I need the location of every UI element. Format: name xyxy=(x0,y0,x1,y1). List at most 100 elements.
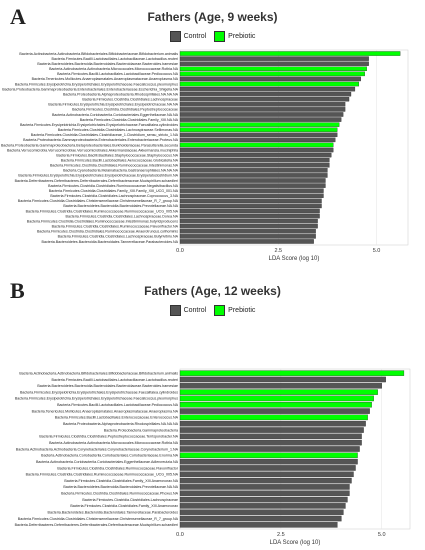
panel-letter: B xyxy=(10,278,25,303)
bar-label: Bacteria.Actinobacteria.Coriobacteriia.C… xyxy=(36,460,179,464)
bar-label: Bacteria.Firmicutes.Clostridia.Clostridi… xyxy=(37,230,178,234)
bar-label: Bacteria.Bacteroidetes.Bacteroidia.Bacte… xyxy=(42,240,179,244)
bar-label: Bacteria.Tenericutes.Mollicutes.Anaeropl… xyxy=(32,77,179,81)
bar xyxy=(179,142,334,148)
bar-label: Bacteria.Firmicutes.Bacilli.Lactobacilla… xyxy=(52,378,179,382)
bar-label: Bacteria.Verrucomicrobia.Verrucomicrobia… xyxy=(7,148,178,152)
bar-label: Bacteria.Firmicutes.Clostridia.Clostridi… xyxy=(58,235,179,239)
bar-label: Bacteria.Proteobacteria.Gammaproteobacte… xyxy=(2,87,178,91)
bar-label: Bacteria.Firmicutes.Bacilli.Lactobacilla… xyxy=(57,403,178,407)
bar-label: Bacteria.Actinobacteria.Coriobacteriia.C… xyxy=(41,454,178,458)
bar-label: Bacteria.Firmicutes.Clostridia.Clostridi… xyxy=(50,164,179,168)
bar-chart: 0.0 2.5 5.0 Bacteria.Actinobacteria.Actinob… xyxy=(15,368,411,546)
bar-label: Bacteria.Actinobacteria.Actinobacteria.M… xyxy=(49,67,178,71)
bar xyxy=(179,66,367,72)
bar xyxy=(179,433,362,440)
bar xyxy=(179,61,369,66)
bar-label: Bacteria.Firmicutes.Bacilli.Lactobacilla… xyxy=(52,57,179,61)
bar xyxy=(179,503,346,509)
bar xyxy=(179,203,322,209)
bar xyxy=(179,183,326,188)
panel-b: B Fathers (Age, 12 weeks) Control Prebio… xyxy=(0,274,425,550)
panel-letter: A xyxy=(10,4,26,29)
bar xyxy=(179,213,320,219)
bar-label: Bacteria.Firmicutes.Erysipelotrichia.Ery… xyxy=(15,397,178,401)
bar xyxy=(179,477,352,484)
bar xyxy=(179,484,350,490)
bar xyxy=(179,71,365,77)
x-axis-title: LDA Score (log 10) xyxy=(269,256,320,262)
bar xyxy=(179,198,322,204)
bar-label: Bacteria.Firmicutes.Bacilli.Lactobacilla… xyxy=(57,72,178,76)
bar xyxy=(179,173,328,178)
bar-label: Bacteria.Firmicutes.Clostridia.Clostridi… xyxy=(49,189,179,193)
bar xyxy=(179,218,318,224)
bar-label: Bacteria.Firmicutes.Clostridia.Clostridi… xyxy=(18,517,179,521)
bar-label: Bacteria.Firmicutes.Clostridia.Clostridi… xyxy=(82,98,178,102)
bar-label: Bacteria.Cyanobacteria.Melainabacteria.G… xyxy=(63,169,178,173)
bar-label: Bacteria.Firmicutes.Erysipelotrichia.Ery… xyxy=(18,174,178,178)
bar-label: Bacteria.Firmicutes.Clostridia.Clostridi… xyxy=(64,479,178,483)
legend-label: Prebiotic xyxy=(228,307,256,314)
x-tick-label: 5.0 xyxy=(373,248,381,254)
legend-item-control: Control xyxy=(169,31,207,42)
bar xyxy=(179,178,326,183)
bar-label: Bacteria.Bacteroidetes.Bacteroidia.Bacte… xyxy=(63,204,178,208)
bar xyxy=(179,395,374,402)
bar-label: Bacteria.Firmicutes.Bacilli.Bacillales.S… xyxy=(56,153,178,157)
bar xyxy=(179,408,370,414)
bar xyxy=(179,515,342,522)
bar xyxy=(179,81,360,87)
panel-a: A Fathers (Age, 9 weeks) Control Prebiot… xyxy=(0,0,425,268)
x-axis-title: LDA Score (log 10) xyxy=(270,540,321,546)
bar-label: Bacteria.Firmicutes.Clostridia.Clostridi… xyxy=(18,199,179,203)
x-tick-label: 0.0 xyxy=(176,532,184,538)
bar-label: Bacteria.Bacteroidetes.Bacteroidia.Bacte… xyxy=(37,62,178,66)
bar xyxy=(179,370,405,376)
bar-label: Bacteria.Firmicutes.Clostridia.Clostridi… xyxy=(82,498,178,502)
bar xyxy=(179,414,368,421)
legend: Control Prebiotic xyxy=(0,305,425,316)
bar-label: Bacteria.Deferribacteres.Deferribacteres… xyxy=(15,523,179,527)
bar-label: Bacteria.Firmicutes.Clostridia.Clostridi… xyxy=(26,209,179,213)
bar xyxy=(179,239,314,244)
x-tick-label: 2.5 xyxy=(274,248,282,254)
bar-label: Bacteria.Firmicutes.Clostridia.Clostridi… xyxy=(72,108,178,112)
bar xyxy=(179,376,386,383)
bar xyxy=(179,152,332,158)
bar-label: Bacteria.Firmicutes.Clostridia.Clostridi… xyxy=(58,128,179,132)
bar-label: Bacteria.Firmicutes.Clostridia.Clostridi… xyxy=(52,225,179,229)
bar-label: Bacteria.Proteobacteria.Gammaproteobacte… xyxy=(23,138,178,142)
bar xyxy=(179,229,316,234)
legend-label: Prebiotic xyxy=(228,33,256,40)
x-tick-label: 5.0 xyxy=(378,532,386,538)
bar-label: Bacteria.Firmicutes.Clostridia.Clostridi… xyxy=(70,504,178,508)
bar xyxy=(179,102,346,107)
x-tick-label: 2.5 xyxy=(277,532,285,538)
bar xyxy=(179,234,316,239)
bar-label: Bacteria.Firmicutes.Clostridia.Clostridi… xyxy=(61,492,178,496)
chart-title: Fathers (Age, 12 weeks) xyxy=(144,284,281,298)
bar-label: Bacteria.Firmicutes.Clostridia.Clostridi… xyxy=(57,466,178,470)
bar xyxy=(179,137,336,143)
bar xyxy=(179,458,358,465)
bar xyxy=(179,56,369,61)
bar-label: Bacteria.Bacteroidetes.Bacteroidia.Bacte… xyxy=(37,384,178,388)
bar-label: Bacteria.Firmicutes.Clostridia.Clostridi… xyxy=(80,118,179,122)
bar-label: Bacteria.Actinobacteria.Actinobacteria.C… xyxy=(16,447,179,451)
bar-label: Bacteria.Firmicutes.Clostridia.Clostridi… xyxy=(27,219,178,223)
bar-label: Bacteria.Firmicutes.Clostridia.Clostridi… xyxy=(50,194,178,198)
bar-label: Bacteria.Firmicutes.Clostridia.Clostridi… xyxy=(31,133,179,137)
legend-label: Control xyxy=(183,33,207,40)
bar xyxy=(179,168,328,173)
legend-label: Control xyxy=(183,307,207,314)
bar xyxy=(179,112,344,117)
bar-label: Bacteria.Proteobacteria.Gammaproteobacte… xyxy=(1,143,178,147)
bar-label: Bacteria.Firmicutes.Clostridia.Clostridi… xyxy=(48,184,178,188)
legend-swatch-control xyxy=(169,305,181,316)
legend-item-prebiotic: Prebiotic xyxy=(214,31,255,42)
bar xyxy=(179,471,354,478)
bar xyxy=(179,91,352,97)
bar-label: Bacteria.Bacteroidetes.Bacteroidia.Bacte… xyxy=(48,511,179,515)
bar xyxy=(179,157,330,163)
